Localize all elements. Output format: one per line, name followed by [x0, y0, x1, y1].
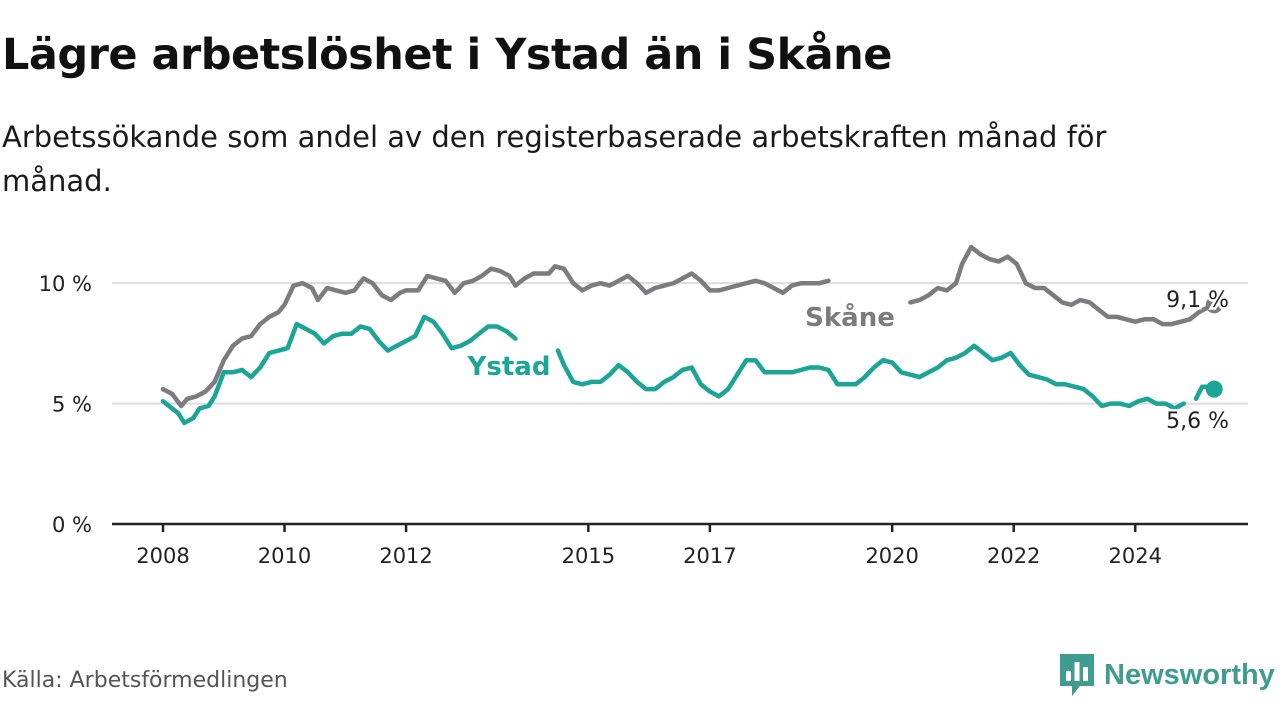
- x-tick-label: 2022: [987, 544, 1040, 568]
- brand-logo: Newsworthy: [1060, 654, 1275, 696]
- y-tick-label: 5 %: [52, 393, 92, 417]
- series-line-skane: [160, 244, 1217, 409]
- x-tick-label: 2020: [865, 544, 918, 568]
- x-tick-label: 2012: [379, 544, 432, 568]
- x-tick-label: 2024: [1109, 544, 1162, 568]
- chart-title: Lägre arbetslöshet i Ystad än i Skåne: [2, 30, 892, 80]
- newsworthy-logo-icon: [1060, 654, 1094, 696]
- x-tick-label: 2010: [258, 544, 311, 568]
- source-note: Källa: Arbetsförmedlingen: [2, 668, 288, 693]
- series-label-ystad: Ystad: [467, 352, 551, 382]
- end-value-label-ystad: 5,6 %: [1166, 409, 1229, 434]
- brand-name: Newsworthy: [1104, 658, 1275, 691]
- series-label-skane: Skåne: [805, 301, 895, 333]
- series-end-marker-ystad: [1205, 380, 1223, 398]
- series-end-marker-skane: [1205, 296, 1223, 314]
- x-tick-label: 2015: [562, 544, 615, 568]
- end-value-label-skane: 9,1 %: [1166, 288, 1229, 313]
- y-tick-label: 0 %: [52, 513, 92, 537]
- y-tick-label: 10 %: [39, 272, 92, 296]
- x-tick-label: 2017: [683, 544, 736, 568]
- series-line-ystad: [160, 314, 1217, 426]
- x-tick-label: 2008: [136, 544, 189, 568]
- chart-subtitle: Arbetssökande som andel av den registerb…: [2, 120, 1107, 198]
